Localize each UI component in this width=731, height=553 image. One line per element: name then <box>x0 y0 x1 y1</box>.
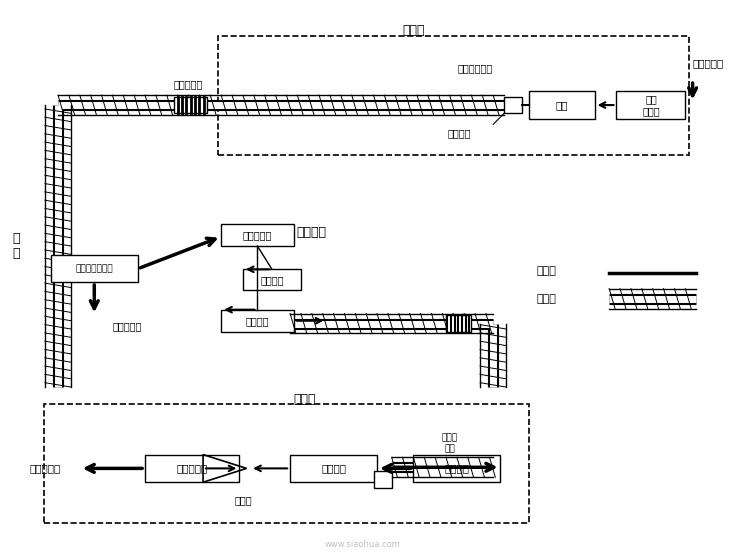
Bar <box>174 97 207 113</box>
Text: 光信号
恢复: 光信号 恢复 <box>442 434 458 453</box>
Text: 发端机: 发端机 <box>402 24 425 37</box>
Bar <box>218 36 689 155</box>
Bar <box>145 455 239 482</box>
Text: 电信号输出: 电信号输出 <box>29 463 60 473</box>
Text: 光信号探测: 光信号探测 <box>243 230 272 240</box>
Bar <box>616 91 686 119</box>
Bar <box>446 315 471 332</box>
Bar <box>243 269 301 290</box>
Text: 光连接器: 光连接器 <box>447 128 471 138</box>
Text: 放大器: 放大器 <box>234 495 251 505</box>
Text: 电信
调制器: 电信 调制器 <box>642 94 659 116</box>
Text: 障碍处倒换: 障碍处倒换 <box>113 321 142 331</box>
Text: 光信号: 光信号 <box>537 294 556 304</box>
Text: 光中继器: 光中继器 <box>297 226 327 239</box>
Bar <box>221 224 294 246</box>
Text: 光纤接头盒: 光纤接头盒 <box>174 79 203 89</box>
Bar <box>221 310 294 332</box>
Bar <box>374 471 392 488</box>
Text: 光源: 光源 <box>556 100 568 110</box>
Text: 信号识别器: 信号识别器 <box>177 463 208 473</box>
Text: 光纤局内线路: 光纤局内线路 <box>458 63 493 73</box>
Text: 光
缆: 光 缆 <box>12 232 20 260</box>
Bar <box>290 455 377 482</box>
Text: 收端机: 收端机 <box>293 393 316 406</box>
Bar <box>50 255 138 282</box>
Bar <box>44 404 529 523</box>
Text: 电信号: 电信号 <box>537 266 556 276</box>
Text: 光接收机: 光接收机 <box>321 463 346 473</box>
Text: 光放大器: 光放大器 <box>444 463 469 473</box>
Text: 电信号输入: 电信号输入 <box>692 59 724 69</box>
Text: 光纤合并分路器: 光纤合并分路器 <box>75 264 113 273</box>
Text: 电信检测: 电信检测 <box>260 275 284 285</box>
Bar <box>414 455 501 482</box>
Text: www.siaohua.com: www.siaohua.com <box>325 540 401 549</box>
Text: 光再生成: 光再生成 <box>246 316 269 326</box>
Bar <box>504 97 522 113</box>
Bar <box>529 91 595 119</box>
